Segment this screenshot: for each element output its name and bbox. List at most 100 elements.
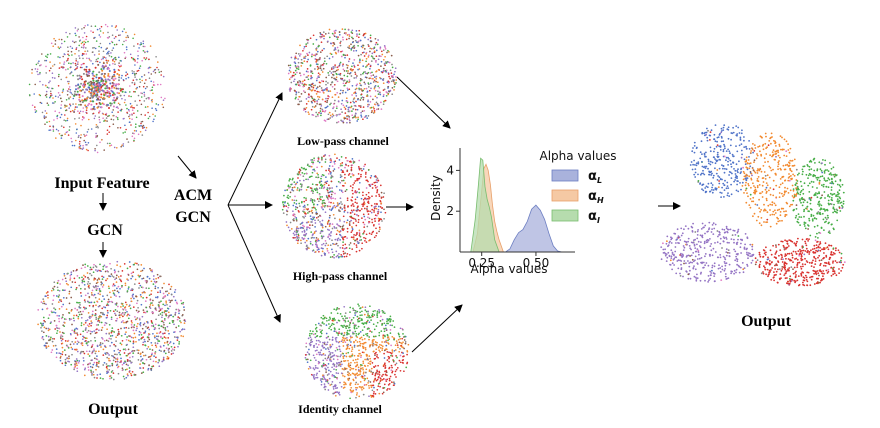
scatter-point xyxy=(126,320,129,323)
scatter-point xyxy=(374,374,377,377)
scatter-point xyxy=(320,183,323,186)
scatter-point xyxy=(344,182,347,184)
scatter-point xyxy=(331,239,333,242)
scatter-point xyxy=(287,226,290,229)
scatter-point xyxy=(132,79,135,81)
scatter-point xyxy=(98,288,101,290)
scatter-point xyxy=(161,311,164,314)
scatter-point xyxy=(312,114,315,116)
scatter-point xyxy=(122,132,124,134)
scatter-point xyxy=(364,70,366,73)
scatter-point xyxy=(130,272,133,275)
scatter-point xyxy=(71,329,74,332)
scatter-point xyxy=(115,87,118,90)
scatter-point xyxy=(310,231,313,233)
scatter-point xyxy=(327,244,330,247)
scatter-point xyxy=(152,92,154,95)
scatter-point xyxy=(84,41,87,44)
scatter-point xyxy=(349,212,352,214)
scatter-point xyxy=(134,374,137,376)
scatter-point xyxy=(150,325,153,327)
scatter-point xyxy=(302,80,304,83)
scatter-point xyxy=(120,343,123,346)
scatter-point xyxy=(331,116,334,118)
scatter-point xyxy=(111,81,114,84)
scatter-point xyxy=(163,342,166,344)
scatter-point xyxy=(85,70,88,73)
scatter-point xyxy=(133,297,135,300)
scatter-point xyxy=(327,354,330,357)
scatter-point xyxy=(102,364,105,366)
scatter-point xyxy=(380,65,382,67)
scatter-point xyxy=(97,317,100,320)
scatter-point xyxy=(296,236,299,239)
scatter-point xyxy=(333,77,335,80)
scatter-point xyxy=(310,332,313,335)
scatter-point xyxy=(341,208,344,210)
scatter-point xyxy=(367,382,369,384)
scatter-point xyxy=(76,63,79,65)
scatter-point xyxy=(345,367,348,370)
scatter-point xyxy=(374,214,377,217)
scatter-point xyxy=(69,333,72,335)
scatter-point xyxy=(139,65,142,67)
scatter-point xyxy=(321,49,324,52)
scatter-point xyxy=(88,72,91,75)
scatter-point xyxy=(310,75,312,77)
scatter-point xyxy=(287,72,290,75)
scatter-point xyxy=(133,107,135,109)
scatter-point xyxy=(71,47,74,49)
scatter-point xyxy=(336,73,338,76)
scatter-point xyxy=(323,376,325,379)
scatter-point xyxy=(374,309,376,312)
scatter-point xyxy=(86,331,89,334)
scatter-point xyxy=(372,74,375,76)
scatter-point xyxy=(63,119,65,121)
scatter-point xyxy=(94,296,97,299)
scatter-point xyxy=(72,97,75,100)
scatter-point xyxy=(386,320,388,323)
scatter-point xyxy=(382,103,385,106)
scatter-point xyxy=(110,52,112,54)
scatter-point xyxy=(329,370,332,373)
scatter-point xyxy=(86,272,89,274)
scatter-point xyxy=(382,311,384,314)
scatter-point xyxy=(168,299,171,302)
scatter-point xyxy=(307,111,310,114)
scatter-point xyxy=(88,102,91,105)
scatter-point xyxy=(292,214,294,216)
scatter-point xyxy=(40,301,43,303)
scatter-point xyxy=(111,94,114,96)
scatter-point xyxy=(117,64,120,67)
scatter-point xyxy=(375,55,378,58)
scatter-point xyxy=(336,80,339,83)
scatter-point xyxy=(323,62,325,65)
scatter-point xyxy=(34,68,37,70)
scatter-point xyxy=(137,133,140,136)
scatter-point xyxy=(327,205,330,208)
scatter-point xyxy=(50,42,53,45)
scatter-point xyxy=(117,69,120,71)
scatter-point xyxy=(324,240,327,242)
scatter-point xyxy=(325,83,327,86)
scatter-point xyxy=(53,119,55,121)
scatter-point xyxy=(363,383,366,386)
scatter-point xyxy=(138,47,140,49)
scatter-point xyxy=(75,64,77,67)
scatter-point xyxy=(334,29,337,32)
scatter-point xyxy=(355,100,357,103)
scatter-point xyxy=(307,71,309,73)
scatter-point xyxy=(352,108,355,110)
scatter-point xyxy=(388,351,390,354)
scatter-point xyxy=(77,28,79,31)
scatter-point xyxy=(318,85,321,88)
scatter-point xyxy=(339,197,342,200)
scatter-point xyxy=(117,305,119,308)
scatter-point xyxy=(105,316,108,319)
scatter-point xyxy=(168,283,170,286)
scatter-point xyxy=(96,344,99,347)
scatter-point xyxy=(327,40,329,43)
scatter-point xyxy=(68,312,71,314)
scatter-point xyxy=(126,107,128,110)
scatter-point xyxy=(127,339,130,342)
